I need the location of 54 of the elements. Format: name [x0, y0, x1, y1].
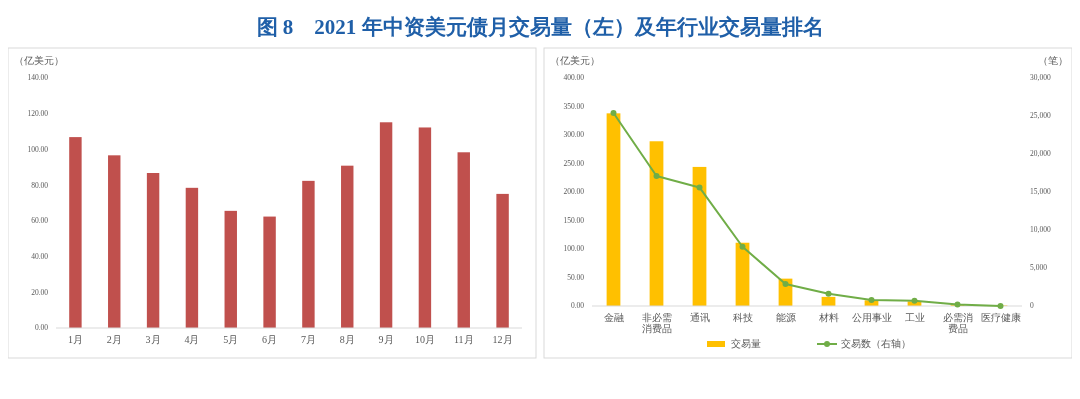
- bar: [185, 187, 199, 328]
- x-tick-label: 6月: [262, 334, 278, 345]
- bar: [69, 137, 82, 328]
- x-tick-label: 必需消费品: [942, 312, 973, 334]
- bar: [457, 152, 470, 328]
- point: [954, 301, 961, 308]
- y-axis-title: （亿美元）: [550, 55, 600, 66]
- chart-title: 图 8 2021 年中资美元债月交易量（左）及年行业交易量排名: [256, 15, 824, 39]
- x-tick-label: 材料: [817, 312, 839, 323]
- x-tick-label: 10月: [414, 334, 435, 345]
- x-tick-label: 公用事业: [851, 312, 892, 323]
- bar: [649, 141, 664, 306]
- x-tick-label: 能源: [775, 312, 796, 323]
- bar: [735, 242, 750, 306]
- x-tick-label: 金融: [603, 312, 624, 323]
- x-tick-label: 8月: [339, 334, 355, 345]
- point: [868, 296, 875, 303]
- bar: [341, 165, 354, 328]
- x-tick-label: 非必需消费品: [641, 312, 672, 334]
- point: [997, 303, 1004, 309]
- x-tick-label: 3月: [145, 334, 161, 345]
- bar: [302, 180, 315, 328]
- x-tick-label: 12月: [492, 334, 513, 345]
- x-tick-label: 5月: [223, 334, 239, 345]
- bar: [496, 193, 509, 328]
- y-axis-title: （亿美元）: [14, 55, 64, 66]
- bar: [224, 210, 237, 328]
- x-tick-label: 科技: [732, 312, 753, 323]
- x-tick-label: 9月: [378, 334, 394, 345]
- point: [696, 184, 703, 191]
- x-tick-label: 2月: [106, 334, 122, 345]
- bar: [379, 122, 393, 328]
- x-tick-label: 工业: [904, 312, 925, 323]
- bar: [606, 113, 621, 306]
- x-tick-label: 医疗健康: [980, 312, 1021, 323]
- x-tick-label: 1月: [67, 334, 83, 345]
- legend-label: 交易量: [731, 338, 761, 350]
- bar: [692, 166, 707, 306]
- bar: [146, 173, 160, 328]
- y2-axis-title: （笔）: [1038, 55, 1068, 66]
- bar: [108, 155, 121, 328]
- x-tick-label: 7月: [300, 334, 316, 345]
- point: [782, 280, 789, 287]
- bar: [263, 216, 276, 328]
- point: [911, 297, 918, 304]
- bar: [418, 127, 432, 328]
- point: [653, 173, 660, 180]
- x-tick-label: 4月: [184, 334, 200, 345]
- legend-label: 交易数（右轴）: [841, 338, 911, 350]
- x-tick-label: 通讯: [689, 312, 710, 323]
- point: [825, 290, 832, 297]
- x-tick-label: 11月: [453, 334, 474, 345]
- point: [739, 243, 746, 250]
- point: [610, 109, 617, 116]
